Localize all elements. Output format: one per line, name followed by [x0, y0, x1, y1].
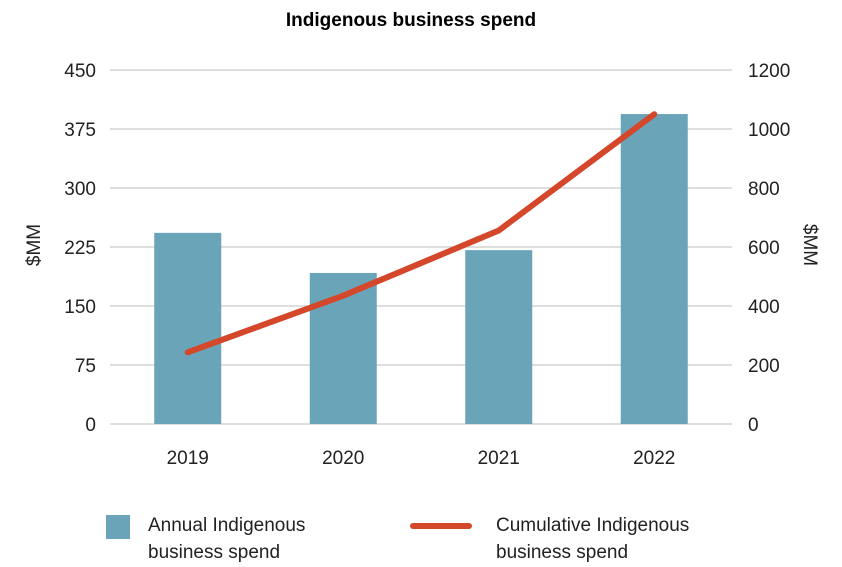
x-tick-label: 2020 — [322, 448, 364, 469]
x-axis-ticks: 2019 2020 2021 2022 — [167, 448, 676, 469]
x-tick-label: 2019 — [167, 448, 209, 469]
left-axis-ticks: 0 75 150 225 300 375 450 — [64, 61, 96, 436]
legend-label-annual-line2: business spend — [148, 542, 281, 563]
bar — [620, 114, 688, 424]
left-tick-label: 150 — [64, 297, 96, 318]
left-tick-label: 450 — [64, 61, 96, 82]
right-axis-ticks: 0 200 400 600 800 1000 1200 — [748, 61, 790, 436]
x-tick-label: 2021 — [478, 448, 520, 469]
left-tick-label: 75 — [75, 356, 96, 377]
left-tick-label: 0 — [85, 415, 96, 436]
right-tick-label: 800 — [748, 179, 780, 200]
left-tick-label: 300 — [64, 179, 96, 200]
right-tick-label: 1000 — [748, 120, 790, 141]
x-tick-label: 2022 — [633, 448, 675, 469]
left-axis-label: $MM — [24, 224, 45, 266]
right-tick-label: 0 — [748, 415, 759, 436]
right-tick-label: 400 — [748, 297, 780, 318]
legend-label-annual-line1: Annual Indigenous — [148, 515, 306, 536]
right-tick-label: 200 — [748, 356, 780, 377]
legend-label-cumulative-line2: business spend — [496, 542, 629, 563]
legend-label-cumulative: Cumulative Indigenous business spend — [496, 512, 736, 566]
right-tick-label: 600 — [748, 238, 780, 259]
bar-series — [154, 114, 688, 424]
cumulative-line — [184, 111, 658, 356]
legend-label-annual: Annual Indigenous business spend — [148, 512, 388, 566]
bar — [154, 232, 222, 424]
left-tick-label: 225 — [64, 238, 96, 259]
legend-item-cumulative: Cumulative Indigenous business spend — [410, 512, 736, 566]
legend-bar-swatch — [106, 515, 130, 539]
legend-item-annual: Annual Indigenous business spend — [106, 512, 388, 566]
right-axis-label: $MM — [799, 224, 820, 266]
left-tick-label: 375 — [64, 120, 96, 141]
chart-title: Indigenous business spend — [286, 10, 536, 31]
line-series — [184, 111, 658, 356]
legend-line-swatch — [410, 523, 472, 529]
right-tick-label: 1200 — [748, 61, 790, 82]
bar — [465, 250, 533, 424]
legend-label-cumulative-line1: Cumulative Indigenous — [496, 515, 690, 536]
